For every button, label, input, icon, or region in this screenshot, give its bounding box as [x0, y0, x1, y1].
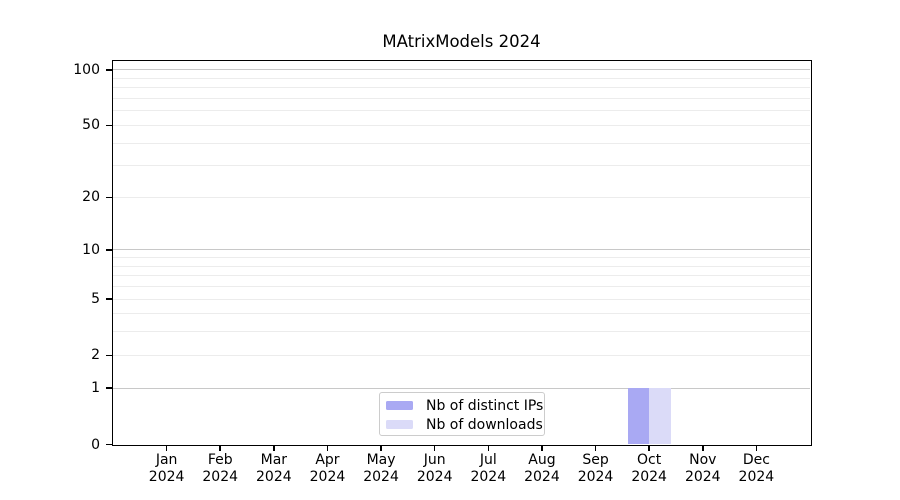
x-tick-year: 2024 [363, 468, 399, 485]
y-tick-label: 5 [91, 291, 100, 308]
x-tick-mark [380, 446, 382, 451]
x-tick-label: Dec 2024 [724, 452, 788, 485]
x-tick-month: Jan [155, 452, 178, 468]
chart-title: MAtrixModels 2024 [382, 32, 541, 51]
y-tick-label: 50 [82, 117, 100, 134]
y-minor-gridline [113, 298, 810, 300]
y-minor-gridline [113, 313, 810, 315]
y-tick-label: 1 [91, 380, 100, 397]
y-minor-gridline [113, 97, 810, 99]
x-tick-mark [702, 446, 704, 451]
y-minor-gridline [113, 257, 810, 259]
x-tick-year: 2024 [470, 468, 507, 485]
x-tick-month: Jul [479, 452, 497, 468]
y-tick-label: 0 [91, 436, 100, 453]
x-tick-label: Oct 2024 [617, 452, 681, 485]
x-tick-month: Sep [582, 452, 609, 468]
y-tick-mark [106, 249, 113, 251]
y-tick-label: 20 [82, 189, 100, 206]
x-tick-month: Feb [207, 452, 233, 468]
x-tick-year: 2024 [148, 468, 185, 485]
x-tick-label: Jun 2024 [403, 452, 467, 485]
x-tick-mark [273, 446, 275, 451]
y-minor-gridline [113, 165, 810, 167]
y-major-gridline [113, 69, 810, 71]
x-tick-year: 2024 [631, 468, 667, 485]
plot-border [112, 60, 812, 446]
x-tick-label: Sep 2024 [564, 452, 628, 485]
y-minor-gridline [113, 265, 810, 267]
x-tick-label: Jan 2024 [135, 452, 199, 485]
y-minor-gridline [113, 354, 810, 356]
x-tick-month: Oct [637, 452, 662, 468]
x-tick-mark [541, 446, 543, 451]
y-minor-gridline [113, 275, 810, 277]
legend-swatch-distinct-ips-icon [386, 401, 413, 410]
x-tick-month: Dec [742, 452, 770, 468]
x-tick-year: 2024 [524, 468, 560, 485]
x-tick-label: Mar 2024 [242, 452, 306, 485]
y-minor-gridline [113, 87, 810, 89]
y-tick-mark [106, 69, 113, 71]
legend-item-downloads: Nb of downloads [386, 415, 543, 434]
x-tick-label: Jul 2024 [456, 452, 520, 485]
y-tick-mark [106, 354, 113, 357]
x-tick-month: Jun [423, 452, 446, 468]
legend: Nb of distinct IPs Nb of downloads [379, 392, 545, 436]
x-tick-mark [648, 446, 650, 451]
x-tick-month: Apr [315, 452, 340, 468]
x-tick-year: 2024 [256, 468, 292, 485]
x-tick-mark [487, 446, 490, 451]
y-tick-mark [106, 124, 113, 127]
x-tick-year: 2024 [577, 468, 614, 485]
x-tick-year: 2024 [202, 468, 239, 485]
x-tick-month: May [366, 452, 396, 468]
x-tick-mark [594, 446, 597, 451]
x-tick-label: Feb 2024 [188, 452, 252, 485]
y-minor-gridline [113, 110, 810, 112]
legend-item-distinct-ips: Nb of distinct IPs [386, 396, 543, 415]
x-tick-label: Aug 2024 [510, 452, 574, 485]
x-tick-month: Aug [528, 452, 556, 468]
y-tick-mark [106, 298, 113, 300]
x-tick-month: Mar [260, 452, 288, 468]
y-minor-gridline [113, 142, 810, 144]
y-minor-gridline [113, 286, 810, 288]
x-tick-label: Apr 2024 [295, 452, 359, 485]
x-tick-mark [755, 446, 758, 451]
y-tick-label: 2 [91, 347, 100, 364]
x-tick-year: 2024 [738, 468, 775, 485]
y-tick-label: 10 [82, 241, 100, 258]
bar-downloads-oct [649, 388, 671, 445]
y-minor-gridline [113, 196, 810, 198]
legend-label-downloads: Nb of downloads [426, 416, 543, 433]
x-tick-label: May 2024 [349, 452, 413, 485]
y-tick-mark [106, 387, 113, 389]
legend-swatch-downloads-icon [386, 420, 413, 429]
x-tick-month: Nov [689, 452, 717, 468]
legend-label-distinct-ips: Nb of distinct IPs [426, 397, 544, 414]
x-tick-year: 2024 [309, 468, 346, 485]
y-minor-gridline [113, 124, 810, 126]
y-minor-gridline [113, 331, 810, 333]
y-minor-gridline [113, 77, 810, 79]
x-tick-year: 2024 [684, 468, 721, 485]
x-tick-label: Nov 2024 [671, 452, 735, 485]
y-tick-mark [106, 443, 113, 446]
x-tick-mark [165, 446, 168, 451]
y-tick-label: 100 [73, 61, 100, 78]
x-tick-mark [219, 446, 221, 451]
x-tick-mark [326, 446, 329, 451]
bar-distinct-ips-oct [627, 388, 650, 445]
y-major-gridline [113, 249, 810, 251]
x-tick-mark [433, 446, 436, 451]
x-tick-year: 2024 [416, 468, 453, 485]
y-major-gridline [113, 387, 810, 389]
y-tick-mark [106, 196, 113, 199]
